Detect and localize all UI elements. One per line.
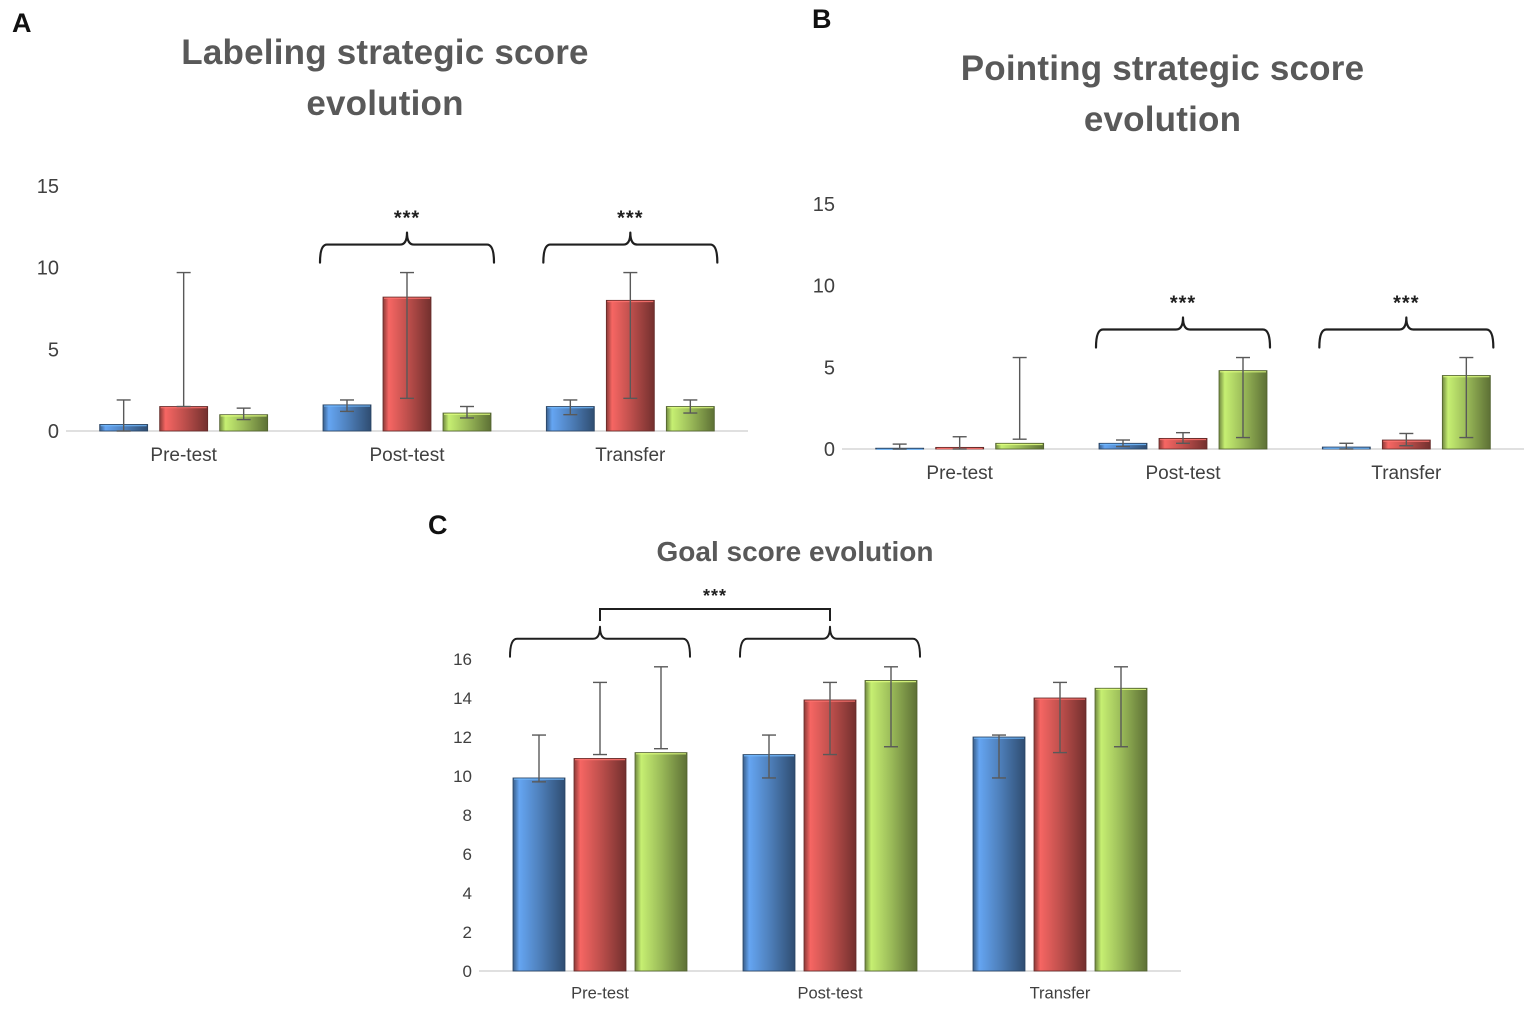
labeling-chart-title: Labeling strategic score evolution bbox=[0, 28, 770, 130]
significance-brace bbox=[739, 625, 921, 658]
pointing-chart: 0 5 10 15 Pre-test Post-test Transfer *** *** bbox=[790, 152, 1535, 502]
significance-brace bbox=[542, 230, 719, 264]
error-bar bbox=[1339, 442, 1354, 450]
green-series-bar bbox=[995, 442, 1045, 449]
error-bar bbox=[176, 271, 191, 407]
category-label: Transfer bbox=[1371, 463, 1442, 484]
category-label: Pre-test bbox=[150, 445, 217, 466]
error-bar bbox=[593, 681, 607, 755]
category-label: Transfer bbox=[1030, 984, 1091, 1002]
error-bar bbox=[1176, 431, 1190, 444]
y-tick-label: 4 bbox=[463, 884, 472, 903]
pointing-chart-title: Pointing strategic score evolution bbox=[790, 44, 1535, 146]
y-tick-label: 0 bbox=[48, 421, 59, 443]
error-bar bbox=[116, 398, 131, 432]
y-tick-label: 16 bbox=[453, 650, 472, 669]
y-tick-label: 14 bbox=[453, 689, 472, 708]
y-tick-label: 8 bbox=[463, 806, 472, 825]
significance-stars: *** bbox=[394, 207, 420, 229]
error-bar bbox=[400, 271, 414, 399]
significance-brace bbox=[318, 230, 496, 264]
category-label: Transfer bbox=[595, 445, 666, 466]
error-bar bbox=[1236, 356, 1250, 438]
y-tick-label: 10 bbox=[37, 257, 59, 279]
y-tick-label: 0 bbox=[824, 439, 835, 461]
error-bar bbox=[683, 398, 698, 414]
significance-brace bbox=[1094, 315, 1272, 349]
goal-chart-title: Goal score evolution bbox=[400, 535, 1190, 569]
goal-chart: 0 2 4 6 8 10 12 14 16 Pre-test Post-test Transfer **… bbox=[430, 571, 1190, 1020]
goal-chart-svg: 0 2 4 6 8 10 12 14 16 Pre-test Post-test Transfer **… bbox=[453, 586, 1181, 1002]
significance-stars: *** bbox=[1393, 292, 1419, 314]
error-bar bbox=[460, 405, 474, 419]
significance-bracket bbox=[599, 607, 831, 621]
error-bar bbox=[1116, 438, 1130, 447]
error-bar bbox=[236, 406, 251, 420]
category-label: Pre-test bbox=[571, 984, 629, 1002]
y-tick-label: 6 bbox=[463, 845, 472, 864]
error-bar bbox=[1053, 681, 1067, 753]
error-bar bbox=[884, 665, 898, 748]
labeling-title-line1: Labeling strategic score bbox=[181, 33, 589, 72]
green-series-bar bbox=[634, 751, 688, 971]
significance-stars: *** bbox=[703, 586, 727, 606]
significance-stars: *** bbox=[1170, 292, 1196, 314]
panel-label-b: B bbox=[812, 4, 832, 34]
pointing-title-line1: Pointing strategic score bbox=[960, 49, 1365, 88]
panel-goal: C Goal score evolution 0 2 4 6 8 10 12 14 16 Pre-… bbox=[400, 505, 1190, 1020]
labeling-chart-svg: 0 5 10 15 Pre-test Post-test Transfer *** *** bbox=[37, 176, 748, 466]
error-bar bbox=[654, 665, 668, 749]
y-tick-label: 15 bbox=[37, 176, 59, 198]
y-tick-label: 5 bbox=[48, 339, 59, 361]
error-bar bbox=[1012, 356, 1027, 440]
y-tick-label: 5 bbox=[824, 357, 835, 379]
category-label: Post-test bbox=[370, 445, 446, 466]
goal-title-line1: Goal score evolution bbox=[656, 536, 934, 567]
error-bar bbox=[1399, 432, 1414, 446]
y-tick-label: 10 bbox=[813, 275, 835, 297]
error-bar bbox=[563, 398, 578, 415]
error-bar bbox=[532, 733, 546, 783]
labeling-chart: 0 5 10 15 Pre-test Post-test Transfer *** *** bbox=[14, 134, 770, 484]
pointing-title-line2: evolution bbox=[1083, 99, 1242, 139]
error-bar bbox=[623, 271, 638, 399]
labeling-title-line2: evolution bbox=[306, 83, 464, 123]
significance-stars: *** bbox=[617, 207, 643, 229]
error-bar bbox=[952, 435, 967, 450]
y-tick-label: 0 bbox=[463, 962, 472, 981]
category-label: Post-test bbox=[797, 984, 863, 1002]
y-tick-label: 10 bbox=[453, 767, 472, 786]
panel-labeling: A Labeling strategic score evolution 0 5 1… bbox=[0, 0, 770, 484]
panel-label-a: A bbox=[12, 8, 32, 38]
pointing-chart-svg: 0 5 10 15 Pre-test Post-test Transfer *** *** bbox=[813, 194, 1524, 484]
y-tick-label: 2 bbox=[463, 923, 472, 942]
error-bar bbox=[1114, 665, 1128, 748]
blue-series-bar bbox=[512, 777, 566, 971]
panel-pointing: B Pointing strategic score evolution 0 5 1… bbox=[790, 0, 1535, 502]
error-bar bbox=[762, 733, 776, 779]
y-tick-label: 12 bbox=[453, 728, 472, 747]
red-series-bar bbox=[573, 757, 627, 971]
y-tick-label: 15 bbox=[813, 194, 835, 216]
error-bar bbox=[340, 398, 354, 412]
error-bar bbox=[992, 733, 1006, 779]
error-bar bbox=[892, 442, 907, 450]
significance-brace bbox=[509, 625, 691, 658]
significance-brace bbox=[1318, 315, 1495, 349]
red-series-bar bbox=[159, 405, 209, 431]
category-label: Post-test bbox=[1146, 463, 1222, 484]
error-bar bbox=[823, 681, 837, 755]
blue-series-bar bbox=[742, 753, 796, 971]
category-label: Pre-test bbox=[926, 463, 993, 484]
panel-label-c: C bbox=[428, 510, 448, 540]
error-bar bbox=[1459, 356, 1474, 438]
